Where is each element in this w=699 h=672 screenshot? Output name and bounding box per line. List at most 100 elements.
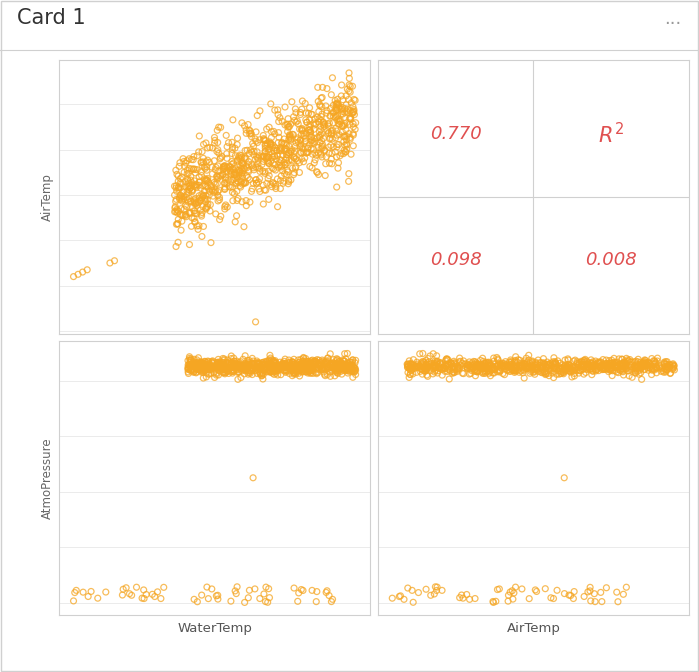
Point [211, 146, 222, 157]
Point [279, 356, 290, 367]
Point [194, 180, 205, 191]
Point [349, 366, 360, 377]
Point [239, 153, 250, 164]
Point [200, 364, 211, 374]
Point [236, 167, 247, 178]
Point [403, 372, 415, 383]
Point [631, 360, 642, 371]
Point [405, 358, 417, 369]
Point [530, 358, 541, 369]
Point [197, 191, 208, 202]
Point [240, 359, 251, 370]
Point [231, 364, 242, 375]
Point [250, 362, 261, 373]
Point [270, 357, 281, 368]
Point [234, 166, 245, 177]
Point [283, 361, 294, 372]
Point [315, 101, 326, 112]
Point [507, 585, 518, 596]
Point [423, 357, 434, 368]
Point [590, 355, 601, 366]
Point [212, 357, 224, 368]
Point [340, 91, 352, 101]
Point [239, 597, 250, 607]
Point [291, 363, 302, 374]
Point [238, 158, 249, 169]
Point [229, 356, 240, 367]
Point [259, 139, 271, 150]
Point [411, 357, 422, 368]
Point [213, 365, 224, 376]
Point [200, 196, 211, 207]
Point [319, 118, 331, 129]
Point [215, 363, 226, 374]
Point [200, 194, 211, 205]
Point [338, 149, 349, 159]
Point [297, 123, 308, 134]
Point [569, 371, 580, 382]
Point [202, 155, 213, 165]
Point [208, 177, 219, 188]
Point [514, 363, 525, 374]
Point [283, 176, 294, 187]
Point [268, 363, 279, 374]
Point [217, 169, 229, 179]
Point [233, 364, 244, 375]
Point [517, 360, 528, 370]
Point [487, 364, 498, 375]
Point [407, 363, 418, 374]
Text: ···: ··· [664, 15, 682, 33]
Point [472, 366, 483, 377]
Point [339, 362, 350, 373]
Point [260, 363, 271, 374]
Point [219, 365, 231, 376]
Point [604, 358, 615, 369]
Point [227, 362, 238, 372]
Point [490, 596, 501, 607]
Point [340, 124, 352, 135]
Point [414, 362, 425, 373]
Point [259, 362, 270, 373]
Point [217, 360, 228, 371]
Point [215, 361, 226, 372]
Point [233, 153, 245, 163]
Point [484, 367, 496, 378]
Point [211, 362, 222, 373]
Point [311, 586, 322, 597]
Point [223, 358, 234, 369]
Point [319, 364, 331, 374]
Point [421, 360, 433, 371]
Point [572, 358, 583, 368]
Point [172, 208, 183, 218]
Point [314, 130, 325, 141]
Point [278, 358, 289, 368]
Point [290, 117, 301, 128]
Point [577, 364, 589, 374]
Point [461, 589, 473, 600]
Point [496, 358, 507, 368]
Point [281, 360, 292, 371]
Point [659, 359, 670, 370]
Point [336, 104, 347, 115]
Point [178, 167, 189, 177]
Point [219, 161, 230, 171]
Point [260, 363, 271, 374]
Point [250, 161, 261, 172]
Point [440, 355, 451, 366]
Point [344, 119, 355, 130]
Point [259, 364, 271, 375]
Point [492, 361, 503, 372]
Point [586, 370, 598, 380]
Point [213, 148, 224, 159]
Point [194, 220, 205, 231]
Point [332, 98, 343, 109]
Point [606, 360, 617, 371]
Point [505, 355, 517, 366]
Point [330, 359, 341, 370]
Point [540, 368, 551, 379]
Point [262, 152, 273, 163]
Point [188, 367, 199, 378]
Point [582, 358, 593, 368]
Point [221, 149, 232, 159]
Point [641, 358, 652, 368]
